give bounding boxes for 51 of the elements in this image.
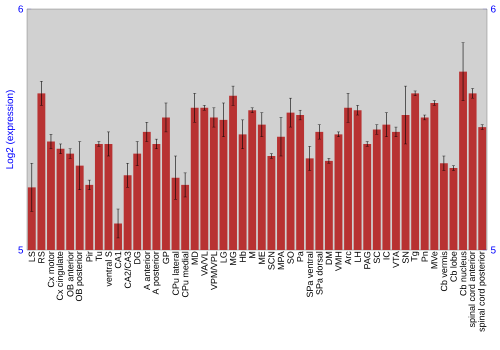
x-tick-label: SCN	[268, 252, 275, 270]
x-tick-label: Cb vermis	[440, 252, 448, 292]
x-tick-label: OB posterior	[76, 251, 84, 302]
x-tick-label: M	[249, 252, 256, 258]
x-tick-label: A anterior	[144, 251, 150, 290]
x-tick-label: Pir	[86, 251, 93, 262]
x-tick-label: spinal cord anterior	[468, 251, 477, 328]
x-tick-label: MD	[192, 252, 198, 264]
x-tick-label: LG	[220, 252, 227, 262]
x-tick-label: spinal cord posterior	[478, 251, 486, 332]
x-tick-label: ventral S	[105, 252, 112, 287]
x-tick-label: DG	[134, 252, 140, 264]
x-tick-label: Arc	[344, 251, 352, 265]
x-tick-label: MVe	[431, 252, 438, 268]
x-tick-label: ME	[258, 252, 265, 264]
x-tick-label: Tg	[411, 252, 420, 262]
x-tick-label: SPa ventral	[306, 252, 314, 298]
x-tick-label: LS	[28, 252, 35, 262]
x-tick-label: CPu lateral	[172, 252, 179, 296]
x-tick-label: RS	[38, 252, 45, 263]
x-tick-label: DM	[326, 252, 332, 264]
x-tick-label: Cx motor	[48, 251, 54, 288]
x-tick-label: Pn	[422, 252, 428, 262]
x-tick-label: PAG	[364, 252, 370, 269]
x-tick-label: SO	[287, 252, 294, 264]
x-tick-label: VPM/VPL	[210, 251, 218, 290]
x-tick-label: LH	[354, 252, 361, 262]
y-axis-title: Log2 (expression)	[6, 90, 16, 169]
x-tick-label: CA1	[114, 252, 122, 268]
x-tick-label: MG	[230, 252, 236, 265]
x-tick-label: SPa dorsal	[316, 252, 323, 295]
x-tick-label: VMH	[335, 252, 342, 272]
x-tick-label: CPu medial	[182, 252, 188, 298]
x-tick-label: IC	[383, 252, 390, 260]
x-tick-label: CA2/CA3	[124, 252, 131, 288]
x-tick-label: SC	[374, 252, 380, 264]
x-tick-label: Cx cingulate	[56, 252, 65, 300]
x-tick-label: Tu	[96, 252, 102, 262]
y2-tick-label: 5	[490, 246, 496, 254]
x-tick-label: GP	[162, 252, 170, 264]
x-tick-label: Pa	[297, 251, 304, 262]
y2-tick-label: 6	[491, 5, 496, 13]
x-tick-label: Hb	[239, 252, 246, 262]
x-tick-label: SN	[402, 252, 409, 264]
x-tick-label: MPA	[278, 251, 284, 270]
x-tick-label: OB anterior	[66, 251, 74, 297]
x-tick-label: VTA	[392, 251, 400, 268]
x-tick-label: Cb lobe	[450, 252, 457, 282]
x-tick-label: Cb nucleus	[460, 252, 466, 296]
x-tick-label: A posterior	[152, 251, 161, 295]
x-tick-label: VA/VL	[201, 251, 208, 276]
